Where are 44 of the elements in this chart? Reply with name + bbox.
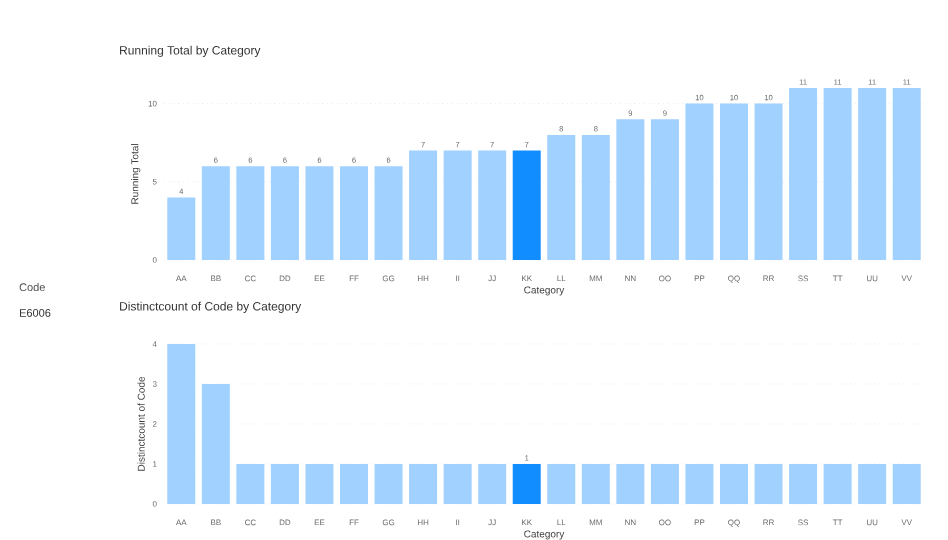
bar [236,166,265,260]
bar [547,134,576,260]
bar [443,150,472,260]
bar [167,343,196,504]
bar [236,463,265,504]
bar [270,166,299,260]
bar [685,103,714,260]
bar [478,150,507,260]
bar [616,119,645,260]
bar [858,463,887,504]
bar [754,463,783,504]
bar [547,463,576,504]
bar [720,103,748,260]
bar [581,134,610,260]
bar [581,463,610,504]
bar [616,463,645,504]
bar [823,87,852,260]
bar [409,150,438,260]
bar [374,166,403,260]
bar [201,383,230,504]
bar [892,463,921,504]
bar [478,463,507,504]
bar [201,166,230,260]
bar [789,463,818,504]
bar [340,463,369,504]
bar [858,87,887,260]
bar [305,463,334,504]
bar [512,463,541,504]
bar [650,119,679,260]
bar [650,463,679,504]
bar [305,166,334,260]
bar [409,463,438,504]
bar [443,463,472,504]
bar [685,463,714,504]
bar [892,87,921,260]
bar [823,463,852,504]
bar [270,463,299,504]
bar [754,103,783,260]
bar [374,463,403,504]
bar [720,463,748,504]
bar [789,87,818,260]
bar [512,150,541,260]
bar [167,197,196,260]
bar [340,166,369,260]
